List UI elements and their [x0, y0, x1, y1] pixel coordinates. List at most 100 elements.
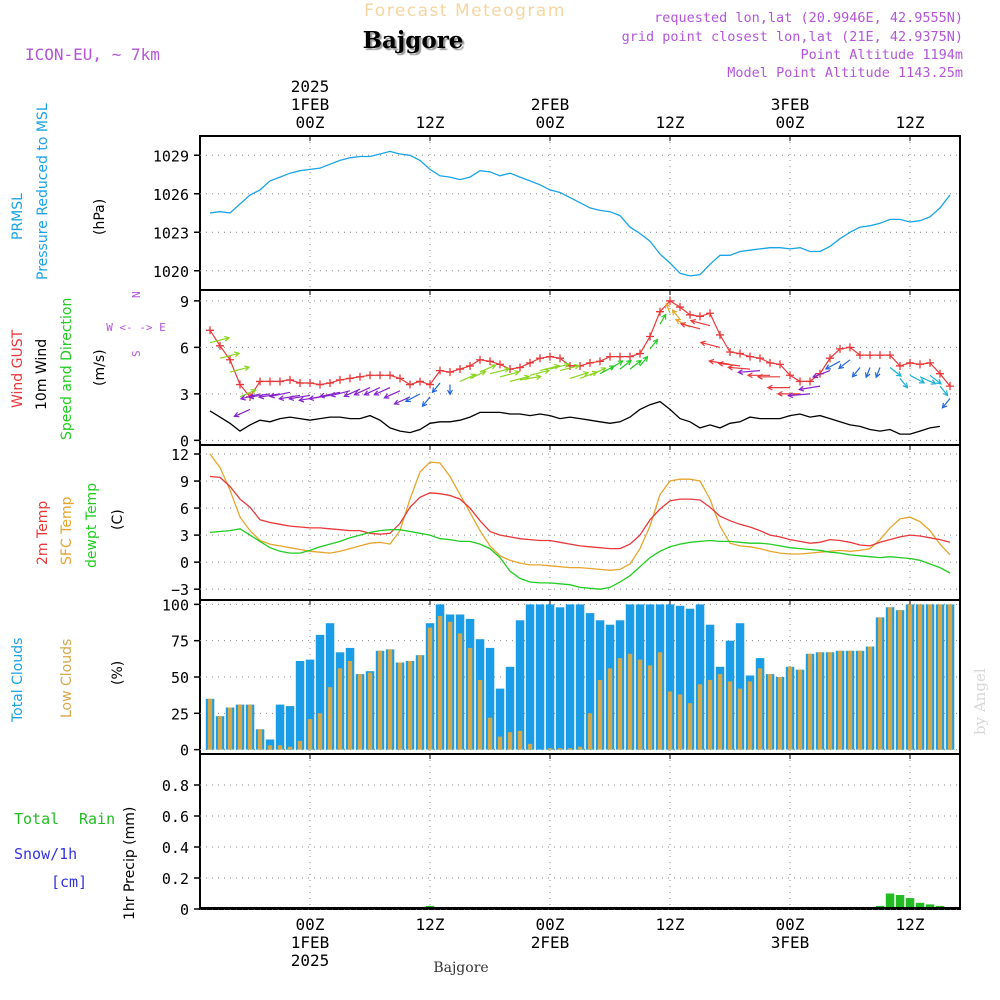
gust-marker: [926, 358, 934, 367]
low-cloud-bar: [747, 681, 753, 750]
wind-arrow-head: [679, 322, 686, 328]
total-cloud-bar: [505, 666, 515, 750]
wind-arrow: [569, 372, 589, 379]
gust-marker: [336, 375, 344, 384]
bottom-time-label: 12Z: [896, 915, 925, 934]
wind-arrow: [619, 360, 632, 370]
wind-arrow: [799, 385, 821, 391]
precip-bar: [885, 893, 895, 909]
gust-marker: [596, 357, 604, 366]
2m-temp-line: [209, 475, 951, 550]
gust-marker: [386, 371, 394, 380]
gust-marker: [376, 371, 384, 380]
precip-ytick-label: 0.2: [162, 870, 189, 888]
wind-arrow-head: [824, 364, 831, 370]
cloud-label-low: Low Clouds: [59, 639, 75, 718]
wind-arrow-head: [431, 387, 438, 394]
pressure-label-msl: Pressure Reduced to MSL: [35, 103, 51, 280]
cloud-label-unit: (%): [110, 661, 126, 685]
wind-arrow-head: [233, 412, 240, 418]
wind-arrow-head: [248, 393, 255, 400]
total-cloud-bar: [695, 604, 705, 750]
wind-arrow-head: [268, 392, 275, 399]
wind-arrow: [649, 339, 658, 350]
total-cloud-bar: [315, 634, 325, 750]
temp-ytick-label: 12: [171, 446, 189, 464]
low-cloud-bar: [917, 604, 923, 750]
top-time-label: 00Z: [296, 113, 325, 132]
gust-marker: [736, 349, 744, 358]
low-cloud-bar: [657, 652, 663, 750]
wind-arrow-head: [278, 395, 285, 401]
temp-label-sfc: SFC Temp: [59, 496, 75, 565]
gust-marker: [486, 357, 494, 366]
gust-marker: [456, 365, 464, 374]
top-time-label: 12Z: [416, 113, 445, 132]
gust-marker: [306, 379, 314, 387]
low-cloud-bar: [377, 650, 383, 750]
low-cloud-bar: [597, 679, 603, 750]
low-cloud-bar: [227, 707, 233, 750]
low-cloud-bar: [357, 674, 363, 750]
low-cloud-bar: [407, 661, 413, 750]
bottom-time-label: 3FEB: [771, 933, 810, 952]
wind-arrow-head: [642, 355, 649, 362]
bottom-time-label: 1FEB: [291, 933, 330, 952]
precip-ytick-label: 0.8: [162, 777, 189, 795]
wind-arrow-head: [674, 319, 681, 325]
wind-arrow-head: [404, 396, 411, 403]
low-cloud-bar: [507, 732, 513, 750]
low-cloud-bar: [417, 655, 423, 750]
low-cloud-bar: [737, 688, 743, 750]
low-cloud-bar: [527, 743, 533, 750]
gust-marker: [346, 374, 354, 383]
wind-arrow: [838, 359, 851, 369]
low-cloud-bar: [797, 669, 803, 750]
gust-marker: [756, 354, 764, 363]
wind-arrow-head: [224, 335, 231, 342]
wind-arrow-head: [851, 371, 858, 378]
wind-line: [209, 400, 941, 435]
wind-ytick-label: 6: [180, 339, 189, 357]
temp-label-unit: (C): [110, 509, 126, 530]
gust-marker: [656, 307, 664, 316]
wind-arrow-head: [308, 395, 315, 401]
wind-arrow: [319, 391, 341, 398]
gust-marker: [906, 358, 914, 367]
gust-marker: [826, 354, 834, 363]
low-cloud-bar: [557, 748, 563, 750]
gust-marker: [806, 377, 814, 386]
credit-watermark: by Angel: [971, 668, 989, 735]
wind-arrow-head: [737, 369, 744, 375]
low-cloud-bar: [297, 740, 303, 750]
wind-arrow-head: [490, 364, 497, 370]
gust-marker: [886, 351, 894, 360]
low-cloud-bar: [827, 652, 833, 750]
wind-arrow-head: [234, 351, 241, 358]
gust-marker: [676, 303, 684, 312]
wind-arrow: [459, 373, 476, 382]
wind-arrow-head: [298, 396, 305, 403]
temp-ytick-label: 0: [180, 554, 189, 572]
gust-marker: [466, 361, 474, 370]
low-cloud-bar: [217, 716, 223, 750]
wind-panel: 0 3 6 9: [180, 289, 961, 450]
pressure-ytick-label: 1029: [153, 147, 189, 165]
gust-marker: [946, 382, 954, 391]
precip-bar: [925, 904, 935, 909]
wind-arrow: [384, 390, 401, 399]
low-cloud-bar: [787, 666, 793, 750]
wind-arrow-head: [661, 313, 667, 320]
low-cloud-bar: [397, 662, 403, 750]
low-cloud-bar: [857, 650, 863, 750]
temp-ytick-label: 9: [180, 473, 189, 491]
wind-arrow: [234, 408, 251, 417]
low-cloud-bar: [347, 661, 353, 750]
wind-arrow-head: [288, 395, 295, 401]
total-cloud-bar: [525, 604, 535, 750]
low-cloud-bar: [447, 621, 453, 750]
top-time-label: 2FEB: [531, 95, 570, 114]
wind-arrow-head: [393, 399, 400, 405]
precip-label-total: Total: [14, 810, 59, 828]
